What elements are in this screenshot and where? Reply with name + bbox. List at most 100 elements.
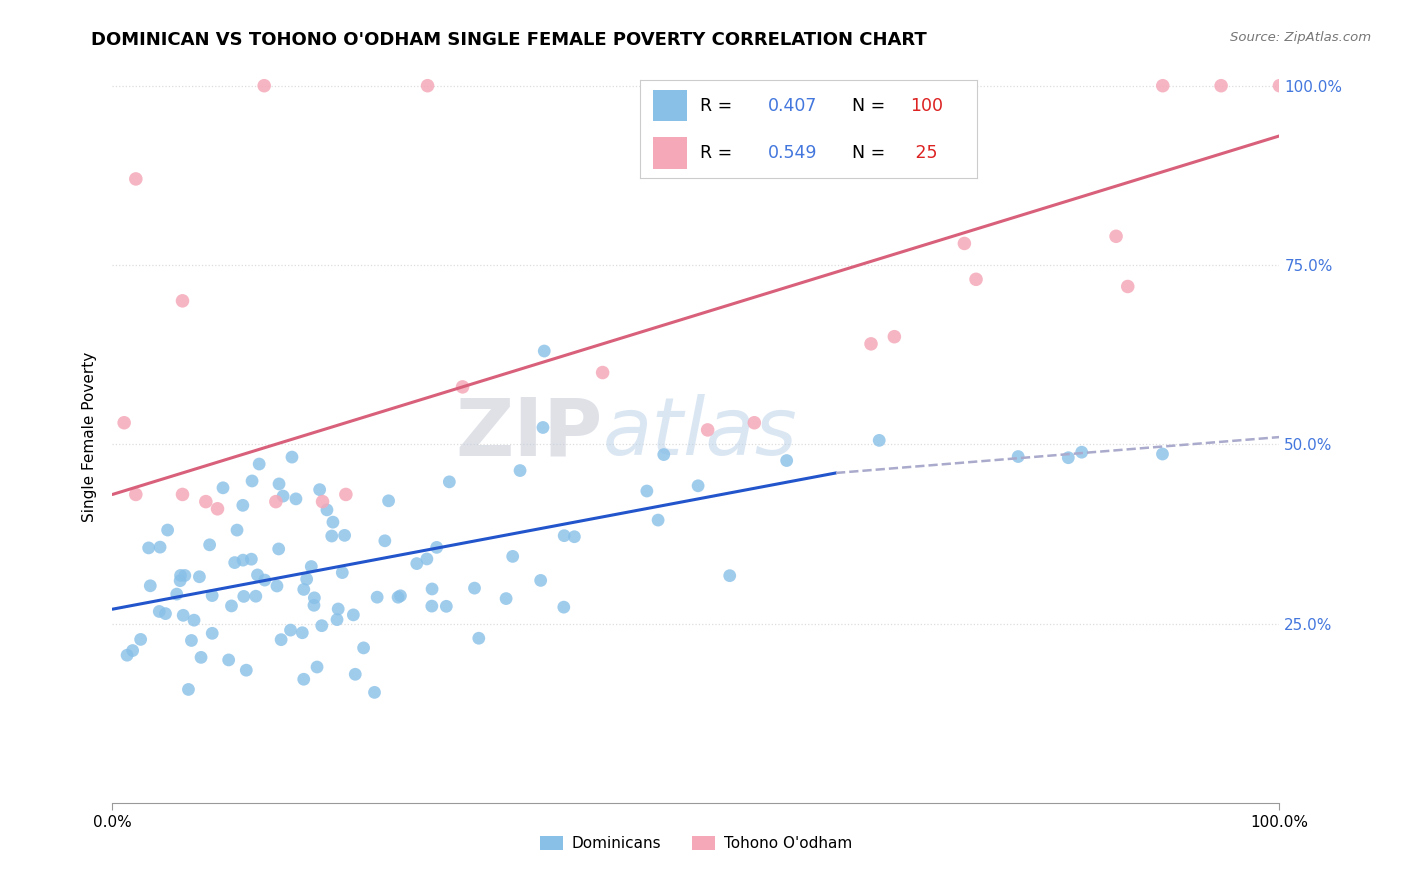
Point: [270, 632, 292, 647]
Point: [232, 499, 254, 513]
Point: [232, 553, 254, 567]
Point: [172, 608, 194, 623]
Point: [253, 573, 276, 587]
Point: [353, 640, 375, 655]
Point: [883, 329, 905, 343]
Point: [316, 503, 339, 517]
Point: [115, 648, 138, 663]
Point: [201, 626, 224, 640]
Point: [860, 336, 883, 351]
Point: [280, 623, 302, 637]
Bar: [654, 90, 688, 121]
Point: [180, 633, 202, 648]
Point: [302, 599, 325, 613]
Text: R =: R =: [700, 97, 738, 115]
Point: [439, 475, 461, 489]
Point: [139, 579, 162, 593]
Point: [308, 483, 330, 497]
Text: Source: ZipAtlas.com: Source: ZipAtlas.com: [1230, 31, 1371, 45]
Point: [177, 682, 200, 697]
Point: [169, 568, 191, 582]
Point: [253, 78, 276, 93]
Point: [247, 457, 270, 471]
Point: [420, 582, 443, 596]
Point: [267, 477, 290, 491]
Point: [246, 568, 269, 582]
Point: [245, 589, 267, 603]
Point: [224, 556, 246, 570]
Point: [264, 494, 287, 508]
Point: [1152, 78, 1174, 93]
Point: [363, 685, 385, 699]
Y-axis label: Single Female Poverty: Single Female Poverty: [82, 352, 97, 522]
Point: [776, 453, 799, 467]
Point: [156, 523, 179, 537]
Point: [405, 557, 427, 571]
Point: [218, 653, 240, 667]
Point: [232, 590, 254, 604]
Point: [1070, 445, 1092, 459]
Point: [744, 416, 766, 430]
Point: [267, 541, 290, 556]
Point: [240, 552, 263, 566]
Point: [553, 600, 575, 615]
Point: [502, 549, 524, 564]
Point: [166, 587, 188, 601]
Point: [266, 579, 288, 593]
Text: N =: N =: [852, 97, 891, 115]
Point: [284, 491, 307, 506]
Point: [953, 236, 976, 251]
Point: [121, 643, 143, 657]
Text: 0.407: 0.407: [768, 97, 817, 115]
Point: [531, 420, 554, 434]
Point: [468, 632, 491, 646]
Point: [509, 464, 531, 478]
Point: [240, 474, 263, 488]
Point: [125, 172, 148, 186]
Point: [125, 487, 148, 501]
Point: [564, 530, 586, 544]
Text: N =: N =: [852, 144, 891, 161]
Point: [377, 493, 399, 508]
Point: [291, 625, 314, 640]
Point: [307, 660, 329, 674]
Point: [463, 581, 485, 595]
Point: [696, 423, 718, 437]
Point: [344, 667, 367, 681]
Point: [335, 487, 357, 501]
Point: [235, 663, 257, 677]
Point: [530, 574, 553, 588]
Point: [1209, 78, 1232, 93]
Point: [292, 672, 315, 686]
Point: [416, 78, 439, 93]
Legend: Dominicans, Tohono O'odham: Dominicans, Tohono O'odham: [533, 830, 859, 857]
Point: [169, 574, 191, 588]
Point: [322, 515, 344, 529]
Point: [155, 607, 177, 621]
Text: atlas: atlas: [603, 394, 797, 473]
Point: [342, 607, 364, 622]
Point: [330, 566, 353, 580]
Point: [495, 591, 517, 606]
Point: [212, 481, 235, 495]
Point: [1152, 447, 1174, 461]
Point: [129, 632, 152, 647]
Point: [190, 650, 212, 665]
Point: [553, 529, 575, 543]
Text: ZIP: ZIP: [456, 394, 603, 473]
Point: [652, 448, 675, 462]
Point: [1268, 78, 1291, 93]
Point: [226, 523, 249, 537]
Point: [965, 272, 987, 286]
Point: [221, 599, 243, 613]
Point: [636, 483, 658, 498]
Point: [1057, 450, 1080, 465]
Point: [292, 582, 315, 597]
Point: [592, 366, 614, 380]
Point: [271, 489, 294, 503]
Point: [434, 599, 457, 614]
Point: [533, 344, 555, 359]
Point: [173, 568, 195, 582]
Point: [718, 568, 741, 582]
Point: [416, 552, 439, 566]
